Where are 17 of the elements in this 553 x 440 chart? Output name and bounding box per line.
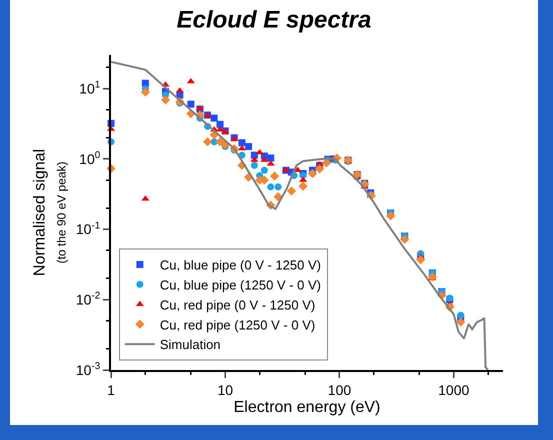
legend-label: Simulation: [160, 337, 221, 352]
legend-label: Cu, blue pipe (1250 V - 0 V): [160, 277, 321, 292]
x-tick-label: 1: [107, 382, 116, 398]
x-tick-label: 100: [328, 382, 352, 398]
y-tick-label: 10$^{1}$: [79, 80, 100, 96]
legend-label: Cu, blue pipe (0 V - 1250 V): [160, 258, 321, 273]
y-tick-label: 10$^{0}$: [79, 150, 101, 167]
y-tick-label: 10$^{-1}$: [76, 220, 100, 238]
legend-label: Cu, red pipe (1250 V - 0 V): [160, 317, 316, 332]
y-axis-title: Normalised signal (to the 90 eV peak): [32, 148, 68, 276]
x-tick-label: 10: [217, 382, 234, 398]
x-tick-label: 1000: [438, 382, 470, 398]
chart-title: Ecloud E spectra: [176, 6, 372, 34]
legend-label: Cu, red pipe (0 V - 1250 V): [160, 297, 316, 312]
x-axis-title: Electron energy (eV): [234, 399, 380, 416]
y-tick-label: 10$^{-3}$: [76, 361, 101, 378]
y-tick-label: 10$^{-2}$: [76, 290, 100, 308]
